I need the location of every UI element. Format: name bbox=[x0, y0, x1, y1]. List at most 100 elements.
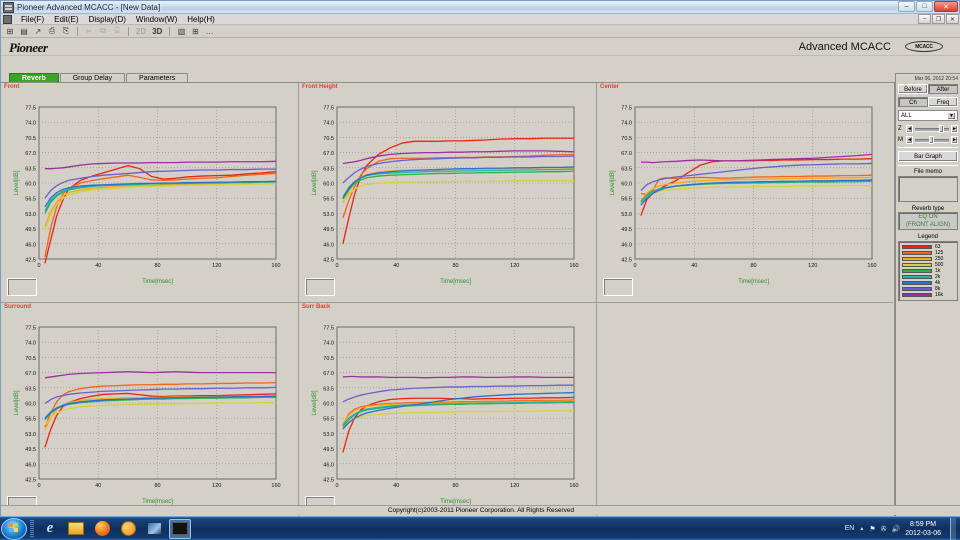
taskbar-mediaplayer-icon[interactable] bbox=[117, 519, 139, 539]
tray-language[interactable]: EN bbox=[844, 525, 855, 532]
menu-file[interactable]: File(F) bbox=[21, 14, 45, 24]
start-button[interactable] bbox=[1, 517, 27, 540]
ch-button[interactable]: Ch bbox=[898, 97, 928, 107]
tab-parameters[interactable]: Parameters bbox=[126, 73, 189, 83]
chart-surround[interactable]: 42.5 46.0 49.5 53.0 56.5 60.0 63.5 67.0 70.5 74.0… bbox=[9, 319, 284, 509]
tab-group-delay[interactable]: Group Delay bbox=[59, 73, 126, 83]
system-tray: EN ▲ ⚑ ✇ 🔊 8:59 PM 2012-03-06 bbox=[844, 517, 960, 540]
taskbar-firefox-icon[interactable] bbox=[91, 519, 113, 539]
legend-item: 250 bbox=[902, 256, 955, 262]
chart-center[interactable]: 42.5 46.0 49.5 53.0 56.5 60.0 63.5 67.0 70.5 74.0… bbox=[605, 99, 880, 289]
series-line bbox=[342, 375, 574, 379]
taskbar-photo-icon[interactable] bbox=[143, 519, 165, 539]
minimize-button[interactable]: – bbox=[898, 1, 915, 12]
chart-front-height[interactable]: 42.5 46.0 49.5 53.0 56.5 60.0 63.5 67.0 70.5 74.0… bbox=[307, 99, 582, 289]
menu-display[interactable]: Display(D) bbox=[88, 14, 126, 24]
maximize-button[interactable]: □ bbox=[916, 1, 933, 12]
zoom-slider-right-arrow[interactable]: ► bbox=[951, 124, 958, 133]
front-height-thumbnail-box[interactable] bbox=[305, 278, 335, 296]
legend-swatch bbox=[902, 256, 932, 261]
y-axis-label: Level[dB] bbox=[312, 390, 318, 415]
series-line bbox=[640, 176, 873, 201]
tray-volume-icon[interactable]: 🔊 bbox=[891, 525, 901, 533]
grid-icon[interactable]: ⊞ bbox=[192, 26, 199, 36]
svg-text:160: 160 bbox=[867, 263, 876, 269]
menu-help[interactable]: Help(H) bbox=[187, 14, 215, 24]
channel-select-value: ALL bbox=[901, 112, 912, 119]
series-line bbox=[640, 184, 872, 203]
toolbar-separator-1 bbox=[77, 26, 78, 36]
chevron-down-icon[interactable]: ▼ bbox=[947, 112, 956, 120]
svg-text:49.5: 49.5 bbox=[323, 447, 334, 453]
file-memo-input[interactable] bbox=[898, 176, 958, 202]
taskbar-ie-icon[interactable]: e bbox=[46, 520, 54, 536]
close-button[interactable]: ✕ bbox=[934, 1, 958, 12]
app-icon bbox=[3, 1, 14, 13]
chart-surr-back[interactable]: 42.5 46.0 49.5 53.0 56.5 60.0 63.5 67.0 70.5 74.0… bbox=[307, 319, 582, 509]
show-desktop-button[interactable] bbox=[950, 517, 956, 540]
view-2d-button[interactable]: 2D bbox=[136, 26, 147, 36]
series-line bbox=[44, 168, 276, 199]
toolbar-separator-3 bbox=[169, 26, 171, 36]
series-line bbox=[44, 160, 277, 170]
zoom-slider-thumb[interactable] bbox=[939, 124, 945, 133]
legend-item: 500 bbox=[902, 262, 955, 268]
tab-reverb[interactable]: Reverb bbox=[9, 73, 59, 83]
save-icon[interactable]: ▤ bbox=[20, 26, 28, 36]
mdi-minimize-button[interactable]: – bbox=[918, 14, 931, 24]
more-icon[interactable]: … bbox=[205, 26, 214, 36]
front-thumbnail-box[interactable] bbox=[7, 278, 37, 296]
channel-select[interactable]: ALL ▼ bbox=[898, 110, 958, 121]
clock[interactable]: 8:59 PM 2012-03-06 bbox=[905, 520, 945, 538]
menu-edit[interactable]: Edit(E) bbox=[54, 14, 79, 24]
tray-chevron-up-icon[interactable]: ▲ bbox=[859, 525, 865, 532]
print-preview-icon[interactable]: ⎘ bbox=[62, 26, 70, 35]
taskbar-mcacc-icon[interactable] bbox=[169, 518, 191, 539]
mdi-restore-button[interactable]: ❐ bbox=[932, 14, 945, 24]
paste-icon[interactable]: ⌸ bbox=[114, 26, 120, 35]
before-after-toggle: Before After bbox=[898, 84, 958, 94]
open-icon[interactable]: ⊞ bbox=[6, 26, 14, 36]
series-line bbox=[44, 381, 277, 428]
svg-text:56.5: 56.5 bbox=[323, 417, 334, 423]
magnify-slider-right-arrow[interactable]: ► bbox=[951, 135, 958, 144]
tray-network-icon[interactable]: ✇ bbox=[880, 525, 887, 533]
menu-window[interactable]: Window(W) bbox=[135, 14, 178, 24]
taskbar-items: e bbox=[39, 518, 191, 539]
panel-surr-back-title: Surr Back bbox=[302, 304, 331, 310]
zoom-slider-track[interactable] bbox=[915, 124, 949, 133]
cut-icon[interactable]: ✂ bbox=[85, 26, 93, 36]
window-controls: – □ ✕ bbox=[898, 1, 958, 12]
after-button[interactable]: After bbox=[928, 84, 958, 94]
freq-button[interactable]: Freq bbox=[928, 97, 958, 107]
mdi-close-button[interactable]: ✕ bbox=[946, 14, 959, 24]
taskbar-explorer-icon[interactable] bbox=[65, 519, 87, 539]
copy-icon[interactable]: ⧉ bbox=[100, 26, 106, 35]
bar-graph-button[interactable]: Bar Graph bbox=[898, 151, 958, 162]
copyright-status: Copyright(c)2003-2011 Pioneer Corporatio… bbox=[1, 505, 960, 515]
graph-icon[interactable]: ↗ bbox=[34, 26, 42, 36]
tray-flag-icon[interactable]: ⚑ bbox=[869, 525, 876, 533]
magnify-slider-thumb[interactable] bbox=[928, 135, 934, 144]
magnify-slider-left-arrow[interactable]: ◄ bbox=[906, 135, 913, 144]
series-line bbox=[44, 180, 277, 208]
svg-text:70.5: 70.5 bbox=[25, 356, 36, 362]
magnify-slider-track[interactable] bbox=[915, 135, 949, 144]
legend-item: 2k bbox=[902, 274, 955, 280]
chart-front[interactable]: 42.5 46.0 49.5 53.0 56.5 60.0 63.5 67.0 70.5 74.0… bbox=[9, 99, 284, 289]
svg-text:53.0: 53.0 bbox=[25, 212, 36, 218]
center-thumbnail-box[interactable] bbox=[603, 278, 633, 296]
zoom-slider-left-arrow[interactable]: ◄ bbox=[906, 124, 913, 133]
view-3d-button[interactable]: 3D bbox=[152, 26, 163, 36]
layout-icon[interactable]: ▧ bbox=[177, 26, 186, 36]
legend-item: 8k bbox=[902, 286, 955, 292]
print-icon[interactable]: ⎙ bbox=[48, 26, 56, 35]
svg-text:60.0: 60.0 bbox=[25, 402, 36, 408]
before-button[interactable]: Before bbox=[898, 84, 928, 94]
svg-text:67.0: 67.0 bbox=[323, 151, 334, 157]
panel-empty bbox=[597, 303, 893, 520]
svg-text:63.5: 63.5 bbox=[25, 386, 36, 392]
x-axis-label: Time[msec] bbox=[440, 279, 471, 285]
mcacc-badge-icon: MCACC bbox=[897, 40, 951, 53]
